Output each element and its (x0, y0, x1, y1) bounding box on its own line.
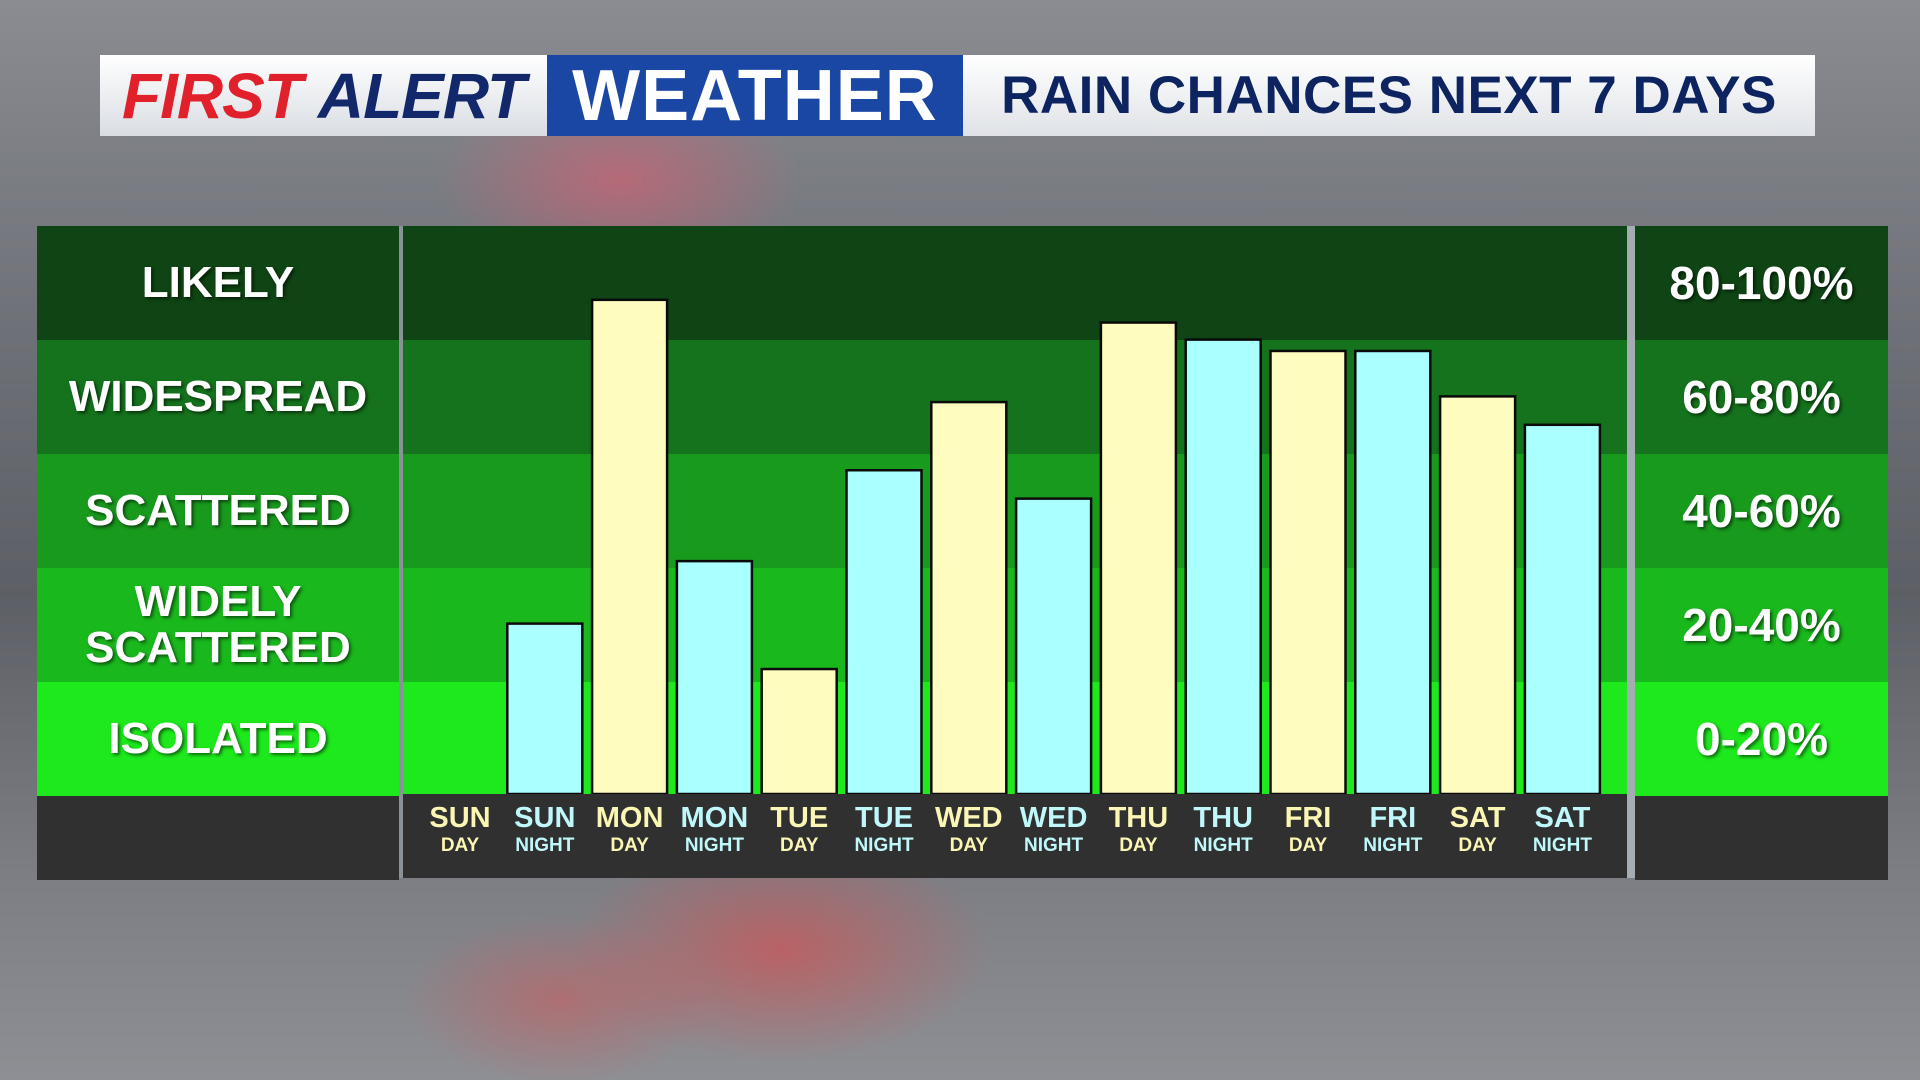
bar-thu-night (1184, 338, 1262, 796)
tick-day-name: WED (1019, 802, 1088, 834)
band-label-widespread: WIDESPREAD (37, 340, 399, 454)
tick-period: NIGHT (1024, 835, 1084, 856)
band-label-widely-scattered-text: WIDELY SCATTERED (85, 577, 351, 672)
tick-period: DAY (1458, 835, 1497, 856)
tick-period: NIGHT (515, 835, 575, 856)
tick-label-fri-night: FRI NIGHT (1351, 802, 1435, 858)
band-range-20-40: 20-40% (1635, 568, 1888, 682)
tick-day-name: SUN (514, 802, 576, 834)
tick-label-sun-night: SUN NIGHT (503, 802, 587, 858)
band-range-60-80: 60-80% (1635, 340, 1888, 454)
tick-period: NIGHT (684, 835, 744, 856)
tick-period: DAY (610, 835, 649, 856)
tick-label-thu-day: THU DAY (1096, 802, 1180, 858)
tick-day-name: TUE (770, 802, 829, 834)
left-divider (399, 226, 403, 878)
tick-label-tue-day: TUE DAY (757, 802, 841, 858)
bar-mon-night (675, 559, 754, 796)
band-label-likely: LIKELY (37, 226, 399, 340)
category-label-column: LIKELY WIDESPREAD SCATTERED WIDELY SCATT… (37, 226, 399, 880)
band-range-80-100: 80-100% (1635, 226, 1888, 340)
bar-sat-night (1523, 423, 1602, 796)
brand-weather: WEATHER (547, 55, 963, 136)
tick-label-sat-day: SAT DAY (1436, 802, 1520, 858)
tick-period: NIGHT (1363, 835, 1423, 856)
brand-first: FIRST (121, 59, 303, 132)
bar-tue-day (760, 667, 838, 796)
brand-alert: ALERT (317, 59, 526, 132)
tick-day-name: SAT (1534, 802, 1591, 834)
tick-label-sun-day: SUN DAY (418, 802, 502, 858)
tick-day-name: WED (934, 802, 1003, 834)
tick-period: NIGHT (1532, 835, 1592, 856)
tick-label-sat-night: SAT NIGHT (1520, 802, 1604, 858)
chart-title: RAIN CHANCES NEXT 7 DAYS (963, 55, 1815, 136)
x-axis: SUN DAY SUN NIGHT MON DAY MON NIGHT TUE DAY TUE NIG… (403, 794, 1627, 878)
right-bottom-box (1635, 796, 1888, 880)
bar-wed-night (1014, 497, 1093, 796)
left-bottom-box (37, 796, 399, 880)
bar-series (506, 298, 1602, 796)
plot-area (403, 226, 1627, 796)
bar-fri-day (1269, 349, 1347, 796)
band-label-isolated: ISOLATED (37, 682, 399, 796)
band-range-0-20: 0-20% (1635, 682, 1888, 796)
band-range-40-60: 40-60% (1635, 454, 1888, 568)
tick-day-name: FRI (1284, 802, 1332, 834)
header-banner: FIRST ALERT WEATHER RAIN CHANCES NEXT 7 … (100, 55, 1815, 136)
tick-label-mon-night: MON NIGHT (672, 802, 756, 858)
tick-day-name: MON (595, 802, 664, 834)
tick-day-name: SAT (1449, 802, 1506, 834)
band-label-widely-scattered: WIDELY SCATTERED (37, 568, 399, 682)
tick-label-thu-night: THU NIGHT (1181, 802, 1265, 858)
tick-label-wed-night: WED NIGHT (1012, 802, 1096, 858)
tick-day-name: TUE (855, 802, 913, 834)
tick-period: DAY (1119, 835, 1158, 856)
tick-day-name: FRI (1369, 802, 1417, 834)
bar-sun-night (506, 622, 584, 796)
tick-period: DAY (780, 835, 819, 856)
bar-fri-night (1354, 349, 1432, 796)
tick-period: DAY (440, 835, 480, 856)
tick-period: DAY (1288, 835, 1328, 856)
tick-day-name: THU (1108, 802, 1169, 834)
right-divider (1627, 226, 1635, 878)
tick-label-wed-day: WED DAY (927, 802, 1011, 858)
tick-day-name: MON (680, 802, 749, 834)
tick-label-tue-night: TUE NIGHT (842, 802, 926, 858)
bar-tue-night (845, 468, 923, 796)
bar-mon-day (590, 298, 669, 796)
percent-range-column: 80-100% 60-80% 40-60% 20-40% 0-20% (1635, 226, 1888, 880)
bar-thu-day (1099, 321, 1178, 796)
band-label-scattered: SCATTERED (37, 454, 399, 568)
tick-period: NIGHT (854, 835, 914, 856)
tick-label-fri-day: FRI DAY (1266, 802, 1350, 858)
tick-period: DAY (949, 835, 988, 856)
bar-sat-day (1438, 395, 1517, 796)
tick-label-mon-day: MON DAY (588, 802, 672, 858)
brand-logo: FIRST ALERT (100, 55, 547, 136)
tick-period: NIGHT (1193, 835, 1253, 856)
tick-day-name: THU (1193, 802, 1253, 834)
tick-day-name: SUN (429, 802, 491, 834)
bar-wed-day (930, 400, 1008, 796)
